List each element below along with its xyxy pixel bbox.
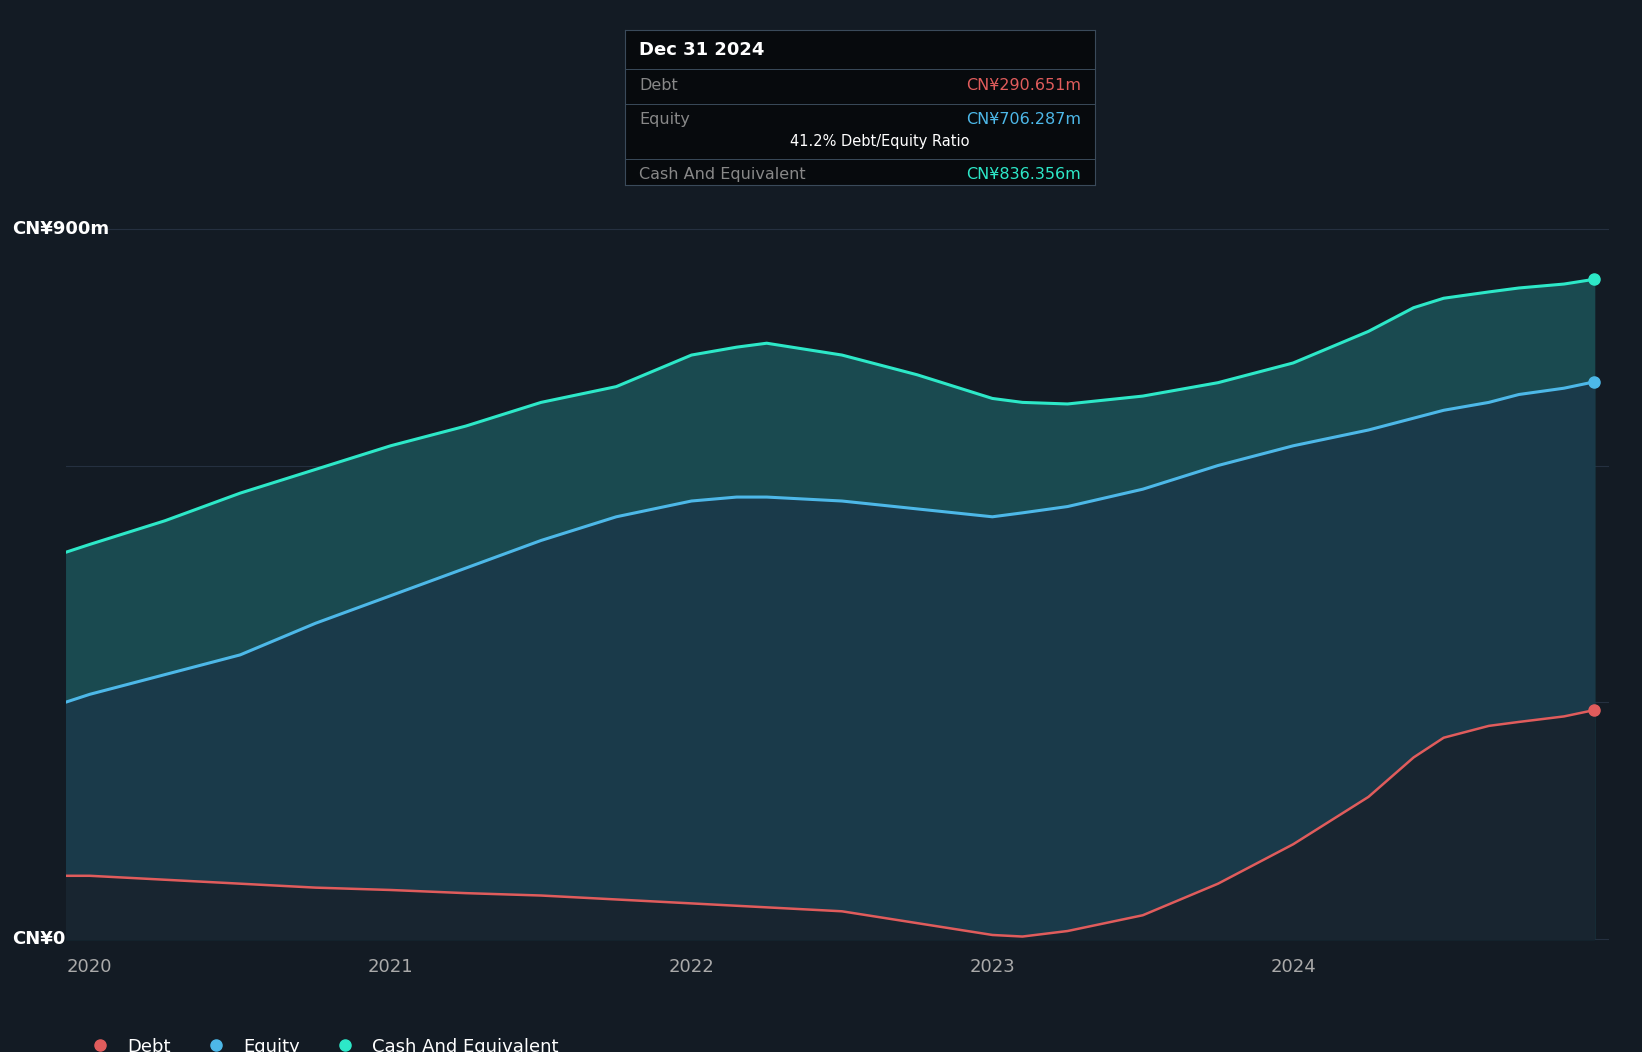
- Text: CN¥290.651m: CN¥290.651m: [965, 78, 1080, 94]
- Text: CN¥836.356m: CN¥836.356m: [965, 166, 1080, 182]
- Text: CN¥900m: CN¥900m: [11, 220, 108, 238]
- Legend: Debt, Equity, Cash And Equivalent: Debt, Equity, Cash And Equivalent: [74, 1030, 565, 1052]
- Text: CN¥0: CN¥0: [11, 930, 66, 948]
- Text: Dec 31 2024: Dec 31 2024: [639, 41, 765, 59]
- Text: Debt: Debt: [639, 78, 678, 94]
- Text: 41.2% Debt/Equity Ratio: 41.2% Debt/Equity Ratio: [790, 134, 969, 149]
- Text: CN¥706.287m: CN¥706.287m: [965, 113, 1080, 127]
- Text: Cash And Equivalent: Cash And Equivalent: [639, 166, 806, 182]
- Text: Equity: Equity: [639, 113, 690, 127]
